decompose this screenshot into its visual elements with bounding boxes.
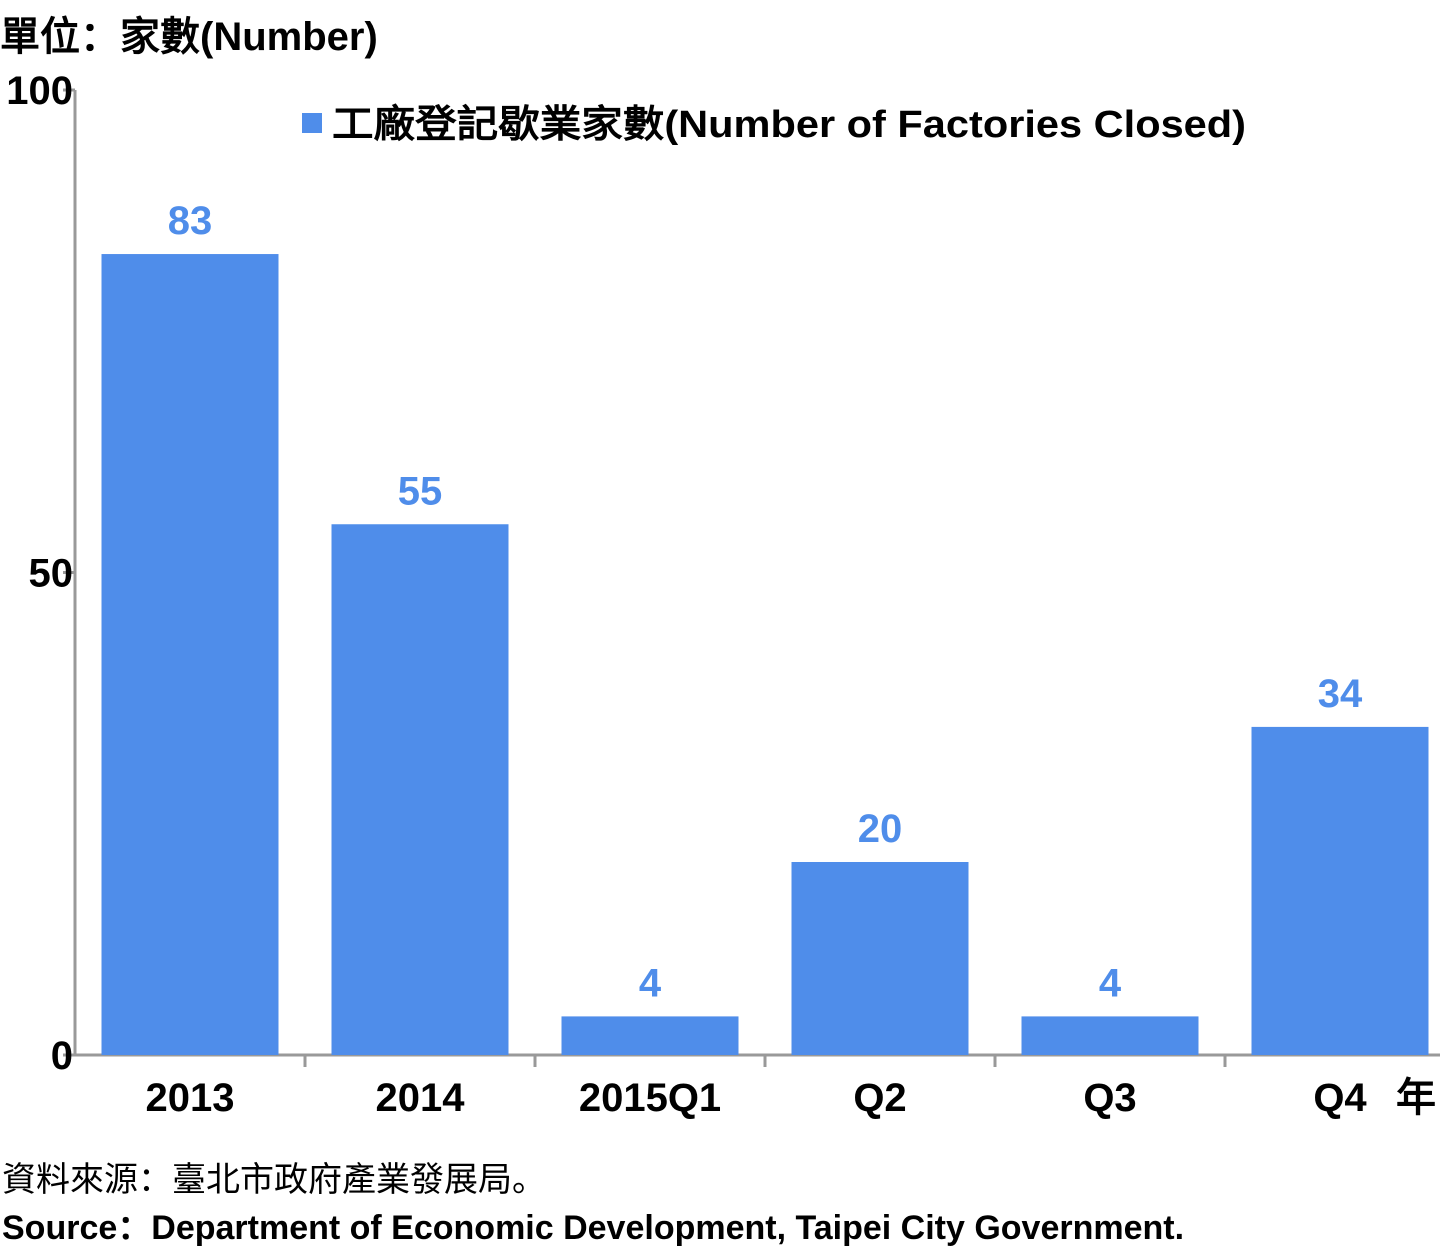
bar-value-label: 55	[398, 469, 443, 513]
bar	[101, 254, 279, 1056]
bar	[1021, 1016, 1199, 1055]
bars-group	[101, 254, 1429, 1056]
x-axis-unit-label: 年	[1396, 1076, 1436, 1120]
x-category-label: Q2	[853, 1076, 906, 1120]
bar	[561, 1016, 739, 1055]
y-tick-label: 0	[51, 1034, 73, 1078]
x-category-label: Q4	[1313, 1076, 1367, 1120]
bar-value-label: 20	[858, 807, 903, 851]
bar	[331, 524, 509, 1055]
y-tick-label: 50	[29, 552, 74, 596]
bar	[1251, 726, 1429, 1055]
x-category-label: 2015Q1	[579, 1076, 721, 1120]
bar-value-label: 83	[168, 199, 213, 243]
x-category-label: Q3	[1083, 1076, 1136, 1120]
source-note-en: Source：Department of Economic Developmen…	[2, 1209, 1185, 1247]
bar-value-label: 4	[1099, 961, 1122, 1005]
data-labels-group: 83 55 4 20 4 34	[168, 199, 1363, 1005]
x-category-label: 2013	[146, 1076, 235, 1120]
bar	[791, 862, 969, 1055]
y-unit-label: 單位：家數(Number)	[0, 15, 378, 59]
bar-value-label: 4	[639, 961, 662, 1005]
bar-value-label: 34	[1318, 672, 1363, 716]
legend-label: 工廠登記歇業家數(Number of Factories Closed)	[332, 103, 1246, 146]
y-tick-label: 100	[6, 69, 73, 113]
legend-swatch	[302, 113, 322, 133]
legend: 工廠登記歇業家數(Number of Factories Closed)	[302, 103, 1246, 146]
category-labels-group: 2013 2014 2015Q1 Q2 Q3 Q4	[146, 1076, 1368, 1120]
axes-group	[73, 90, 1440, 1057]
y-ticks-group: 0 50 100	[6, 69, 75, 1078]
source-note-zh: 資料來源：臺北市政府產業發展局。	[2, 1160, 546, 1200]
x-ticks-group	[303, 1055, 1227, 1067]
x-category-label: 2014	[376, 1076, 466, 1120]
